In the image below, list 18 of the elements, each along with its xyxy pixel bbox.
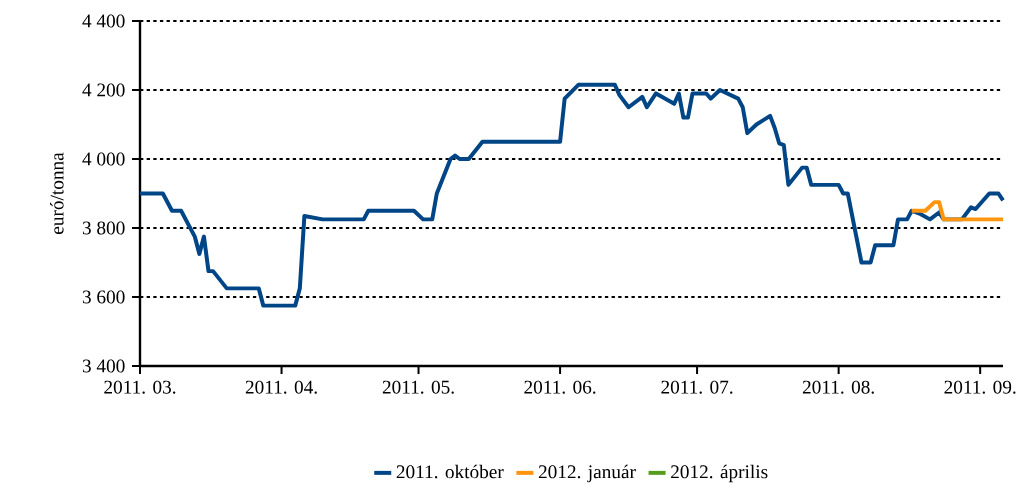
x-tick-label: 2011. 07. <box>661 380 733 394</box>
line-series <box>138 82 1006 308</box>
x-tick-label: 2011. 09. <box>944 380 1016 394</box>
y-tick-label: 4 000 <box>82 152 125 166</box>
y-axis-title: euró/tonna <box>50 152 64 234</box>
legend-label: 2011. október <box>396 464 504 479</box>
y-tick-label: 3 400 <box>82 359 125 373</box>
y-tick-label: 4 200 <box>82 83 125 97</box>
y-tick-label: 4 400 <box>82 14 125 28</box>
x-tick-label: 2011. 08. <box>802 380 874 394</box>
legend-label: 2012. január <box>538 464 636 483</box>
x-tick-label: 2011. 05. <box>382 380 454 394</box>
x-tick-label: 2011. 06. <box>524 380 596 394</box>
x-tick-label: 2011. 03. <box>104 380 176 394</box>
legend-label: 2012. április <box>671 464 768 483</box>
x-tick-label: 2011. 04. <box>245 380 317 394</box>
y-tick-label: 3 600 <box>82 290 125 304</box>
y-tick-label: 3 800 <box>82 221 125 235</box>
